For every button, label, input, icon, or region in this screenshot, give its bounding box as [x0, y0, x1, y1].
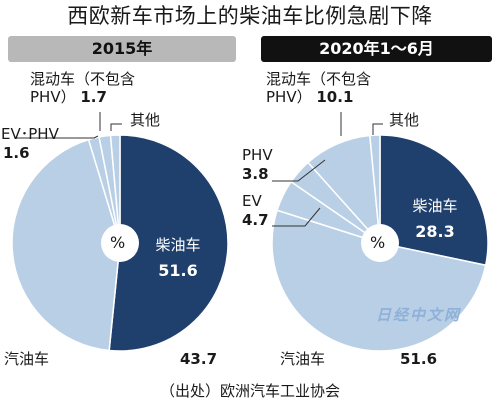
leader-line-2: [16, 135, 99, 139]
pie-2020-slice-1: [271, 209, 487, 352]
pie-2015-slice-0: [108, 134, 229, 352]
pie-2020-title: 2020年1～6月: [261, 36, 492, 62]
pie-2020-diesel-value: 28.3: [415, 222, 455, 241]
pie-2015-diesel-label: 柴油车: [155, 236, 201, 254]
pie-2020-petrol-label: 汽油车: [280, 350, 326, 368]
pie-2020-hybrid-label-line2: PHV） 10.1: [266, 89, 353, 106]
pie-2015-center-hole: [101, 224, 139, 262]
pie-2020-petrol-value: 51.6: [400, 350, 438, 368]
pie-2020-center-hole: [361, 224, 399, 262]
pie-2015: [11, 134, 229, 352]
pie-2020-hybrid-label: 混动车（不包含: [266, 70, 372, 88]
pie-2015-slice-4: [109, 134, 121, 244]
pie-2015-diesel-value: 51.6: [158, 261, 198, 280]
pie-2015-hybrid-label: 混动车（不包含: [30, 70, 136, 88]
pie-2020-phv-value: 3.8: [242, 165, 269, 183]
pie-2015-hybrid-value: 1.7: [80, 88, 107, 106]
pie-2020-ev-value: 4.7: [242, 211, 269, 229]
leader-line-5: [272, 159, 326, 182]
leader-line-4: [372, 123, 383, 135]
pie-2015-percent-symbol: %: [110, 233, 126, 252]
pie-2015-petrol-label: 汽油车: [4, 350, 50, 368]
pie-2015-other-label: 其他: [130, 111, 161, 129]
pie-2020-slice-5: [369, 134, 381, 244]
leader-line-1: [110, 123, 122, 131]
pie-2015-evphv-label: EV･PHV: [1, 125, 59, 143]
source-note: （出处）欧洲汽车工业协会: [159, 382, 340, 400]
pie-2020-hybrid-label-text: PHV）: [266, 88, 312, 106]
chart-main-title: 西欧新车市场上的柴油车比例急剧下降: [67, 4, 433, 28]
leader-lines: [16, 112, 383, 227]
pie-2020-slice-0: [379, 134, 489, 267]
pie-2015-hybrid-label-text: PHV）: [30, 88, 76, 106]
pie-2015-petrol-value: 43.7: [180, 350, 218, 368]
pie-2015-hybrid-label-line2: PHV） 1.7: [30, 89, 107, 106]
pie-2020-phv-label: PHV: [242, 146, 273, 164]
pie-2020-hybrid-value: 10.1: [316, 88, 354, 106]
pie-2015-title: 2015年: [8, 36, 236, 62]
pie-2015-evphv-value: 1.6: [3, 144, 30, 162]
pie-2020-other-label: 其他: [389, 111, 420, 129]
watermark: 日经中文网: [376, 306, 462, 324]
pie-2020-ev-label: EV: [242, 192, 262, 210]
pie-2020: [271, 134, 489, 352]
pie-2015-slice-1: [11, 138, 121, 352]
leader-line-6: [272, 207, 321, 227]
pie-2020-diesel-label: 柴油车: [412, 197, 458, 215]
pie-2020-percent-symbol: %: [370, 233, 386, 252]
